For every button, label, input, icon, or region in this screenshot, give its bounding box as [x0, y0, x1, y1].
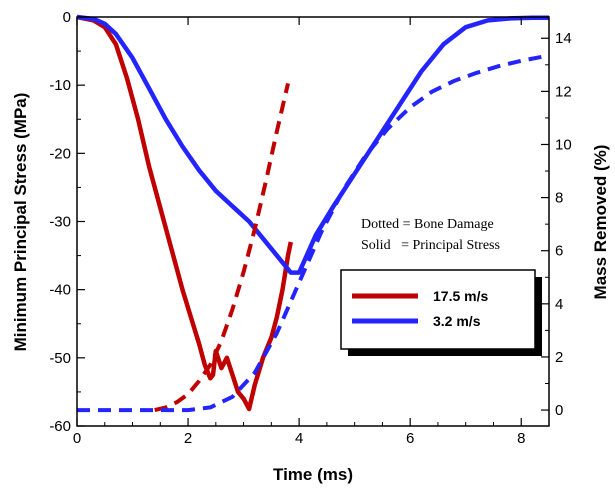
series-line-stress-3-2-m-s [76, 14, 549, 275]
legend-label-17-5: 17.5 m/s [433, 288, 488, 304]
y-right-tick-label: 8 [555, 190, 563, 207]
y-right-tick-label: 12 [555, 83, 572, 100]
y-right-tick-label: 0 [555, 402, 563, 419]
y-right-tick-label: 10 [555, 136, 572, 153]
legend: 17.5 m/s 3.2 m/s [340, 269, 542, 356]
y-right-tick-label: 4 [555, 296, 563, 313]
annotation-dotted: Dotted = Bone Damage [361, 217, 494, 232]
annotation-solid: Solid = Principal Stress [361, 238, 500, 253]
x-axis-title: Time (ms) [273, 465, 353, 484]
y-left-tick-label: -20 [49, 145, 71, 162]
x-tick-label: 0 [73, 430, 81, 447]
x-tick-label: 6 [406, 430, 414, 447]
y-right-tick-label: 6 [555, 243, 563, 260]
y-left-tick-label: 0 [63, 9, 71, 26]
x-tick-label: 2 [184, 430, 192, 447]
x-tick-label: 4 [295, 430, 303, 447]
x-tick-label: 8 [517, 430, 525, 447]
y-left-tick-label: -10 [49, 77, 71, 94]
y-left-axis-title: Minimum Principal Stress (MPa) [11, 93, 30, 352]
series-line-damage-3-2-m-s [77, 53, 550, 413]
y-right-axis-title: Mass Removed (%) [591, 145, 610, 300]
y-left-tick-label: -40 [49, 282, 71, 299]
series-line-damage-17-5-m-s [154, 82, 290, 413]
y-right-tick-label: 14 [555, 30, 572, 47]
y-left-tick-label: -30 [49, 214, 71, 231]
y-left-tick-label: -60 [49, 418, 71, 435]
y-left-tick-label: -50 [49, 350, 71, 367]
y-right-tick-label: 2 [555, 349, 563, 366]
legend-label-3-2: 3.2 m/s [433, 313, 481, 329]
legend-box [340, 269, 536, 350]
